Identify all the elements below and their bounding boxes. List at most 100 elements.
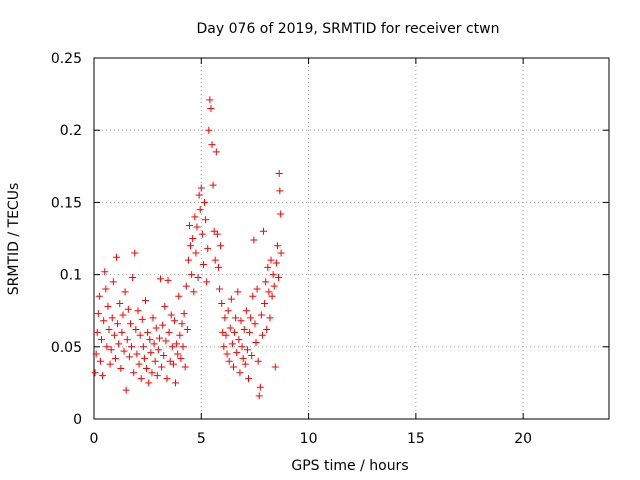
y-tick-label: 0.05 [51, 340, 82, 356]
data-point [145, 379, 153, 387]
data-point [176, 331, 184, 339]
data-point [142, 297, 149, 305]
data-point [190, 288, 198, 296]
data-point [105, 325, 113, 333]
data-point [126, 320, 134, 328]
data-point [138, 315, 146, 323]
data-point [125, 353, 133, 361]
data-point [148, 369, 156, 377]
data-point [266, 314, 274, 322]
data-point [193, 223, 201, 231]
data-point [152, 324, 160, 332]
data-point [262, 278, 270, 286]
data-point [231, 328, 239, 336]
data-point [189, 235, 197, 242]
data-point [211, 256, 219, 264]
data-point [169, 360, 177, 368]
data-point [245, 375, 252, 383]
x-axis-label: GPS time / hours [291, 458, 408, 474]
data-point [235, 336, 243, 344]
data-point [183, 325, 191, 333]
chart-title: Day 076 of 2019, SRMTID for receiver ctw… [197, 21, 500, 37]
data-point [277, 249, 285, 257]
data-point [242, 307, 250, 315]
data-point [273, 242, 281, 250]
data-point [168, 343, 176, 351]
data-point [111, 354, 119, 362]
plot-frame [93, 57, 610, 420]
data-point [220, 343, 228, 351]
data-point [136, 331, 144, 339]
data-point [203, 278, 211, 286]
data-point [209, 181, 217, 189]
data-point [272, 259, 280, 267]
data-point [277, 210, 285, 218]
data-point [229, 363, 237, 371]
data-point [115, 340, 123, 348]
data-point [195, 191, 203, 199]
data-point [96, 357, 104, 365]
data-point [147, 349, 155, 357]
grid [94, 58, 609, 419]
data-point [114, 320, 122, 328]
data-point [199, 260, 207, 268]
data-point [236, 369, 244, 377]
data-point [131, 249, 139, 257]
data-point [100, 317, 108, 325]
data-point [173, 340, 181, 348]
data-point [154, 346, 162, 354]
data-point [155, 334, 163, 342]
data-point [221, 314, 229, 322]
data-point [133, 350, 141, 358]
data-point [108, 314, 116, 322]
data-point [149, 314, 157, 322]
data-point [253, 285, 261, 293]
data-point [197, 184, 205, 192]
data-point [196, 206, 204, 214]
data-point [205, 126, 213, 134]
data-point [208, 141, 216, 149]
data-point [135, 360, 143, 368]
data-point [160, 351, 168, 359]
data-point [268, 292, 276, 300]
data-point [103, 343, 111, 351]
data-point [144, 328, 152, 336]
data-point [165, 328, 173, 336]
data-point [216, 285, 224, 293]
data-point [246, 328, 254, 336]
data-point [233, 349, 241, 357]
data-point [240, 325, 248, 333]
x-tick-label: 10 [300, 431, 318, 447]
data-point [150, 340, 158, 348]
data-point [101, 268, 109, 276]
data-point [122, 386, 130, 394]
data-point [159, 321, 167, 329]
data-point [254, 357, 262, 365]
data-point [210, 227, 218, 235]
data-point [107, 346, 115, 354]
data-point [120, 347, 128, 355]
data-point [249, 292, 257, 300]
data-point [264, 263, 272, 271]
data-point [227, 295, 235, 303]
data-point [170, 317, 178, 325]
data-point [161, 302, 169, 310]
data-point [275, 170, 283, 178]
y-tick-label: 0.2 [60, 123, 82, 139]
data-point [232, 314, 240, 322]
data-point [93, 328, 101, 336]
data-point [163, 375, 171, 383]
data-point [119, 311, 127, 319]
data-point [106, 360, 114, 368]
data-point [241, 360, 249, 368]
data-point [172, 379, 180, 387]
data-point [226, 324, 234, 332]
data-point [192, 249, 200, 257]
data-point [270, 282, 278, 290]
data-point [124, 305, 132, 313]
data-point [134, 307, 142, 315]
data-point [198, 230, 206, 238]
data-point [255, 392, 263, 400]
data-point [218, 299, 226, 307]
